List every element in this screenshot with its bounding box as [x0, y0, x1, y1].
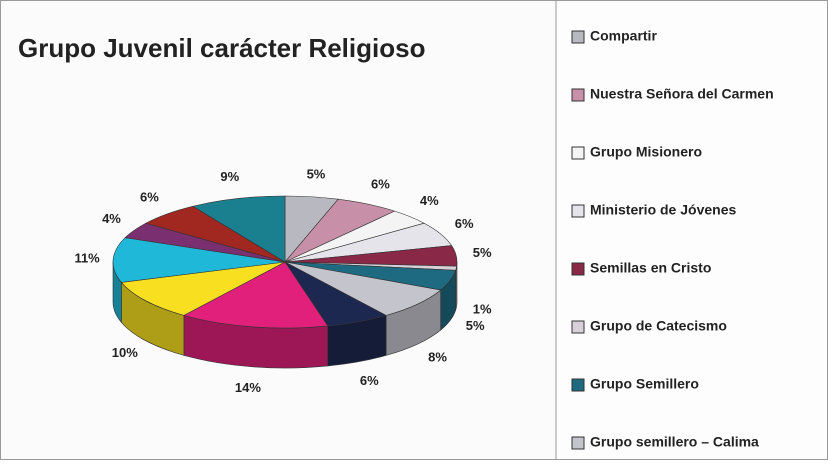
data-label: 11% — [74, 251, 100, 266]
data-label: 4% — [420, 193, 439, 208]
data-label: 6% — [455, 216, 474, 231]
legend-swatch — [572, 263, 584, 275]
data-label: 4% — [102, 211, 121, 226]
data-label: 5% — [466, 318, 485, 333]
legend-swatch — [572, 31, 584, 43]
legend-swatch — [572, 89, 584, 101]
data-label: 6% — [140, 189, 159, 204]
data-label: 6% — [360, 373, 379, 388]
legend-swatch — [572, 147, 584, 159]
legend-label: Grupo Semillero — [590, 376, 699, 392]
data-label: 5% — [473, 245, 492, 260]
data-label: 9% — [220, 169, 239, 184]
data-label: 8% — [428, 350, 447, 365]
legend-label: Grupo de Catecismo — [590, 318, 727, 334]
chart-title: Grupo Juvenil carácter Religioso — [18, 33, 425, 63]
legend-label: Semillas en Cristo — [590, 260, 711, 276]
legend-swatch — [572, 379, 584, 391]
legend-label: Nuestra Señora del Carmen — [590, 86, 774, 102]
legend-label: Grupo Misionero — [590, 144, 702, 160]
legend-swatch — [572, 437, 584, 449]
legend-swatch — [572, 321, 584, 333]
legend-label: Compartir — [590, 28, 657, 44]
legend-label: Grupo semillero – Calima — [590, 434, 759, 450]
legend-label: Ministerio de Jóvenes — [590, 202, 736, 218]
data-label: 1% — [473, 302, 492, 317]
data-label: 6% — [371, 176, 390, 191]
data-label: 14% — [235, 380, 261, 395]
data-label: 10% — [112, 345, 138, 360]
legend-swatch — [572, 205, 584, 217]
data-label: 5% — [307, 167, 326, 182]
